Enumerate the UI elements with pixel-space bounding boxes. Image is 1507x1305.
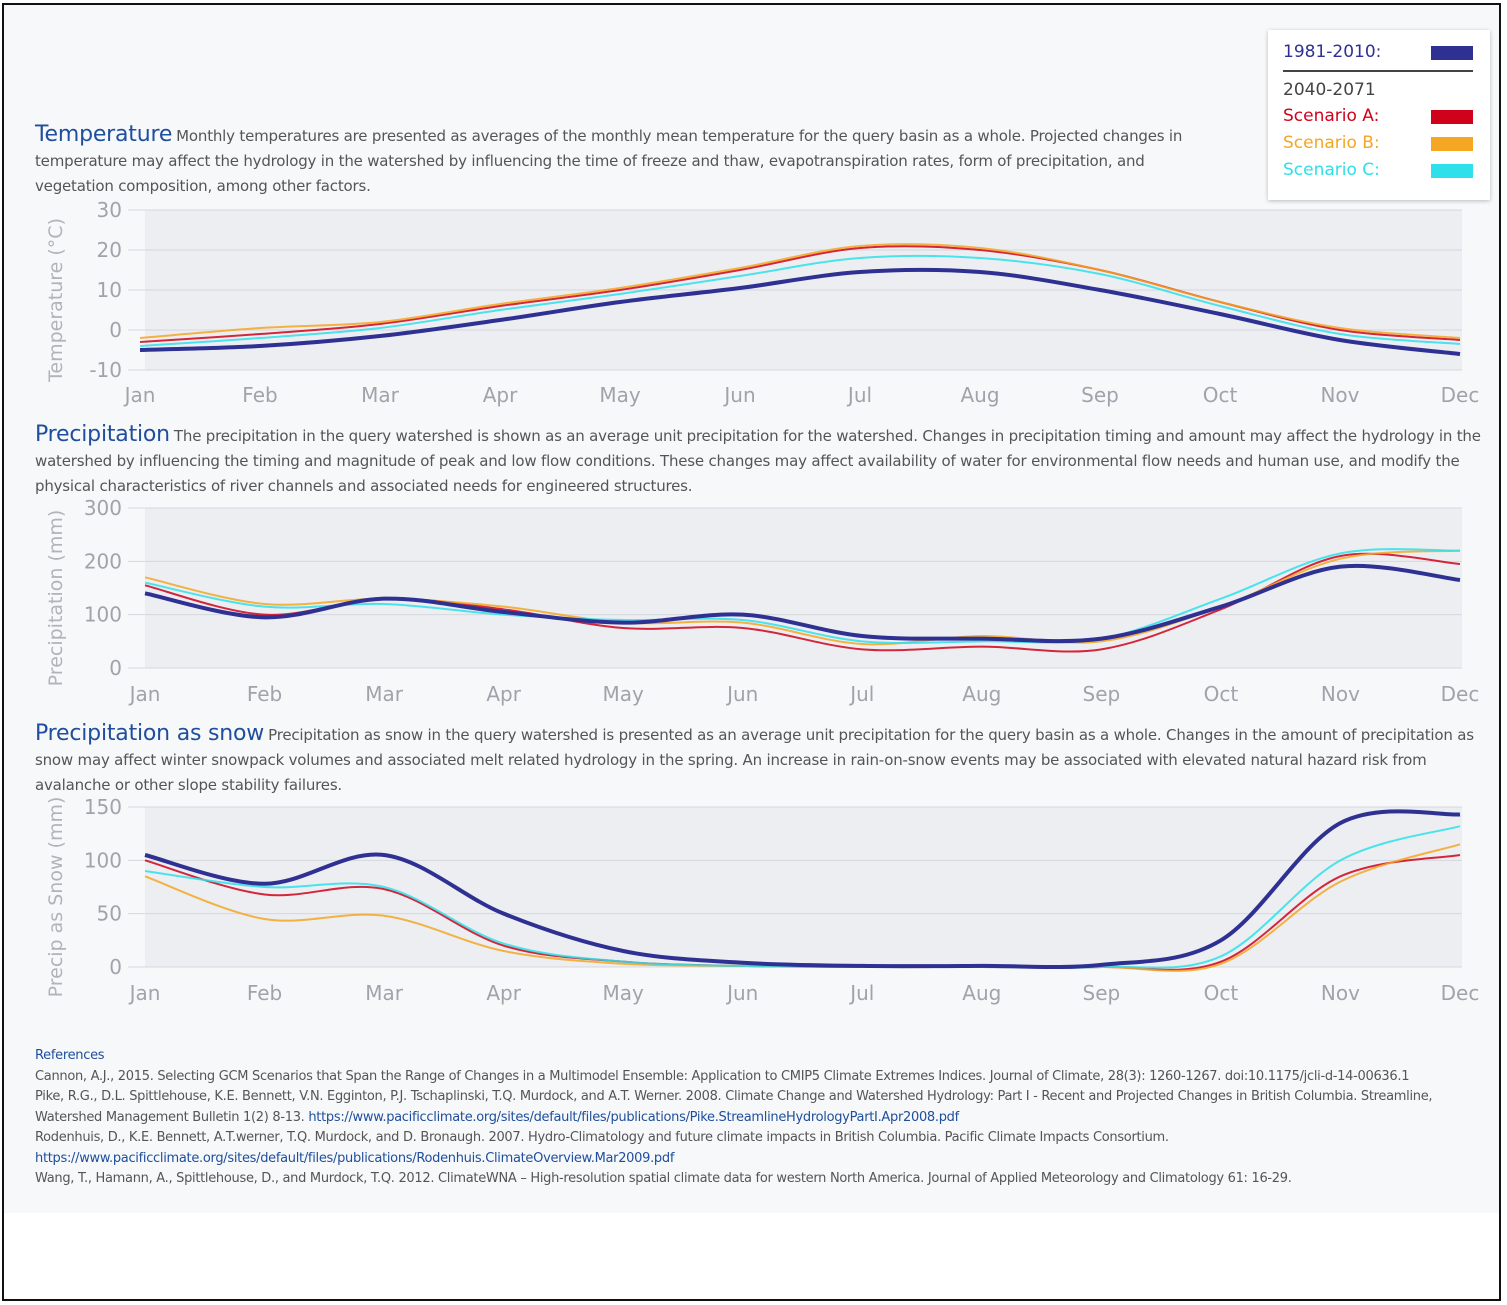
x-tick-label: May — [603, 682, 645, 706]
x-tick-label: Dec — [1441, 981, 1480, 1005]
x-tick-label: Jun — [725, 981, 758, 1005]
x-tick-label: Mar — [365, 682, 404, 706]
x-tick-label: Nov — [1321, 981, 1360, 1005]
x-tick-label: Aug — [962, 981, 1001, 1005]
y-tick-label: 0 — [109, 955, 122, 979]
x-tick-label: Jul — [848, 682, 874, 706]
section-title: Precipitation — [35, 422, 170, 447]
x-tick-label: Oct — [1204, 682, 1239, 706]
reference-text: Pike, R.G., D.L. Spittlehouse, K.E. Benn… — [35, 1089, 1433, 1125]
legend-label: Scenario C: — [1283, 160, 1380, 180]
y-tick-label: 0 — [109, 656, 122, 680]
x-tick-label: Apr — [486, 981, 521, 1005]
y-tick-label: 150 — [84, 795, 122, 819]
y-tick-label: 20 — [97, 238, 122, 262]
x-tick-label: Mar — [361, 383, 400, 407]
legend-label: 1981-2010: — [1283, 42, 1382, 62]
x-tick-label: Jul — [846, 383, 872, 407]
section-text: Precipitation as snow in the query water… — [35, 726, 1474, 794]
legend-label: Scenario A: — [1283, 106, 1380, 126]
references-title: References — [35, 1048, 105, 1063]
reference-text: Rodenhuis, D., K.E. Bennett, A.T.werner,… — [35, 1130, 1169, 1145]
legend-item: 1981-2010: — [1283, 42, 1473, 72]
series-line — [144, 548, 1461, 645]
legend: 1981-2010: 2040-2071 Scenario A: Scenari… — [1268, 30, 1490, 200]
legend-swatch — [1431, 46, 1473, 60]
x-tick-label: Sep — [1083, 981, 1121, 1005]
series-line — [144, 563, 1461, 644]
y-tick-label: 50 — [97, 902, 122, 926]
y-tick-label: 300 — [84, 496, 122, 520]
x-tick-label: Jul — [848, 981, 874, 1005]
reference: Rodenhuis, D., K.E. Bennett, A.T.werner,… — [35, 1128, 1475, 1169]
x-tick-label: Feb — [247, 682, 282, 706]
x-tick-label: May — [603, 981, 645, 1005]
reference-link[interactable]: https://www.pacificclimate.org/sites/def… — [308, 1109, 959, 1125]
y-tick-label: -10 — [89, 358, 122, 382]
reference-link[interactable]: https://www.pacificclimate.org/sites/def… — [35, 1150, 675, 1166]
references: References Cannon, A.J., 2015. Selecting… — [35, 1046, 1475, 1190]
x-tick-label: Mar — [365, 981, 404, 1005]
series-line — [139, 243, 1461, 339]
legend-swatch — [1431, 137, 1473, 151]
snow-section: Precipitation as snow Precipitation as sn… — [35, 721, 1490, 798]
y-tick-label: 0 — [109, 318, 122, 342]
precipitation-section: Precipitation The precipitation in the qu… — [35, 422, 1490, 499]
x-tick-label: Jun — [725, 682, 758, 706]
y-tick-label: 10 — [97, 278, 122, 302]
legend-swatch — [1431, 110, 1473, 124]
y-axis-label: Temperature (°C) — [45, 218, 67, 383]
series-line — [144, 809, 1461, 970]
x-tick-label: Feb — [247, 981, 282, 1005]
temperature-section: Temperature Monthly temperatures are pres… — [35, 122, 1205, 199]
x-tick-label: Sep — [1081, 383, 1119, 407]
x-tick-label: Aug — [962, 682, 1001, 706]
series-line — [139, 254, 1461, 347]
x-tick-label: Apr — [486, 682, 521, 706]
plot-area — [145, 508, 1462, 668]
x-tick-label: Sep — [1083, 682, 1121, 706]
series-line — [139, 267, 1461, 356]
x-tick-label: Jan — [123, 383, 156, 407]
legend-item: Scenario C: — [1283, 160, 1473, 182]
x-tick-label: Oct — [1203, 383, 1238, 407]
legend-item: Scenario B: — [1283, 133, 1473, 155]
x-tick-label: Apr — [483, 383, 518, 407]
x-tick-label: Jan — [128, 981, 161, 1005]
section-title: Precipitation as snow — [35, 721, 265, 746]
x-tick-label: Nov — [1320, 383, 1359, 407]
x-tick-label: Jan — [128, 682, 161, 706]
x-tick-label: Dec — [1441, 383, 1480, 407]
x-tick-label: May — [599, 383, 641, 407]
reference-text: Wang, T., Hamann, A., Spittlehouse, D., … — [35, 1171, 1292, 1186]
section-text: The precipitation in the query watershed… — [35, 427, 1481, 495]
reference: Wang, T., Hamann, A., Spittlehouse, D., … — [35, 1169, 1475, 1190]
x-tick-label: Aug — [960, 383, 999, 407]
legend-group: 2040-2071 — [1283, 80, 1376, 100]
x-tick-label: Feb — [242, 383, 277, 407]
y-tick-label: 100 — [84, 848, 122, 872]
x-tick-label: Oct — [1204, 981, 1239, 1005]
x-tick-label: Nov — [1321, 682, 1360, 706]
y-tick-label: 100 — [84, 603, 122, 627]
reference: Cannon, A.J., 2015. Selecting GCM Scenar… — [35, 1067, 1475, 1088]
legend-label: Scenario B: — [1283, 133, 1380, 153]
y-tick-label: 200 — [84, 549, 122, 573]
y-axis-label: Precipitation (mm) — [45, 510, 67, 687]
legend-swatch — [1431, 164, 1473, 178]
x-tick-label: Jun — [722, 383, 755, 407]
section-text: Monthly temperatures are presented as av… — [35, 127, 1183, 195]
x-tick-label: Dec — [1441, 682, 1480, 706]
reference: Pike, R.G., D.L. Spittlehouse, K.E. Benn… — [35, 1087, 1475, 1128]
plot-area — [145, 807, 1462, 967]
y-tick-label: 30 — [97, 198, 122, 222]
y-axis-label: Precip as Snow (mm) — [45, 797, 67, 998]
legend-item: Scenario A: — [1283, 106, 1473, 128]
reference-text: Cannon, A.J., 2015. Selecting GCM Scenar… — [35, 1068, 1410, 1084]
section-title: Temperature — [35, 122, 173, 147]
